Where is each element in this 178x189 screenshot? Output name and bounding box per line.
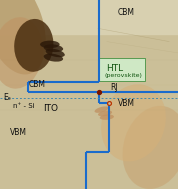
Text: n⁺ - Si: n⁺ - Si: [13, 103, 35, 109]
Ellipse shape: [44, 44, 63, 52]
Ellipse shape: [14, 19, 53, 72]
Ellipse shape: [95, 106, 108, 113]
Ellipse shape: [46, 49, 65, 57]
Text: HTL: HTL: [106, 64, 123, 73]
Ellipse shape: [100, 115, 114, 120]
Text: CBM: CBM: [28, 80, 46, 89]
FancyBboxPatch shape: [98, 58, 145, 81]
Ellipse shape: [98, 111, 112, 116]
Ellipse shape: [122, 106, 178, 189]
Text: CBM: CBM: [117, 8, 135, 17]
Text: Eₑ: Eₑ: [3, 93, 11, 102]
Ellipse shape: [101, 84, 166, 161]
Text: (perovskite): (perovskite): [104, 73, 142, 78]
Text: RJ: RJ: [110, 83, 118, 92]
Ellipse shape: [0, 17, 43, 89]
Ellipse shape: [44, 54, 63, 62]
Text: VBM: VBM: [10, 128, 27, 137]
Text: ITO: ITO: [44, 104, 59, 113]
Ellipse shape: [40, 41, 60, 48]
Text: VBM: VBM: [117, 98, 135, 108]
Ellipse shape: [0, 0, 46, 74]
